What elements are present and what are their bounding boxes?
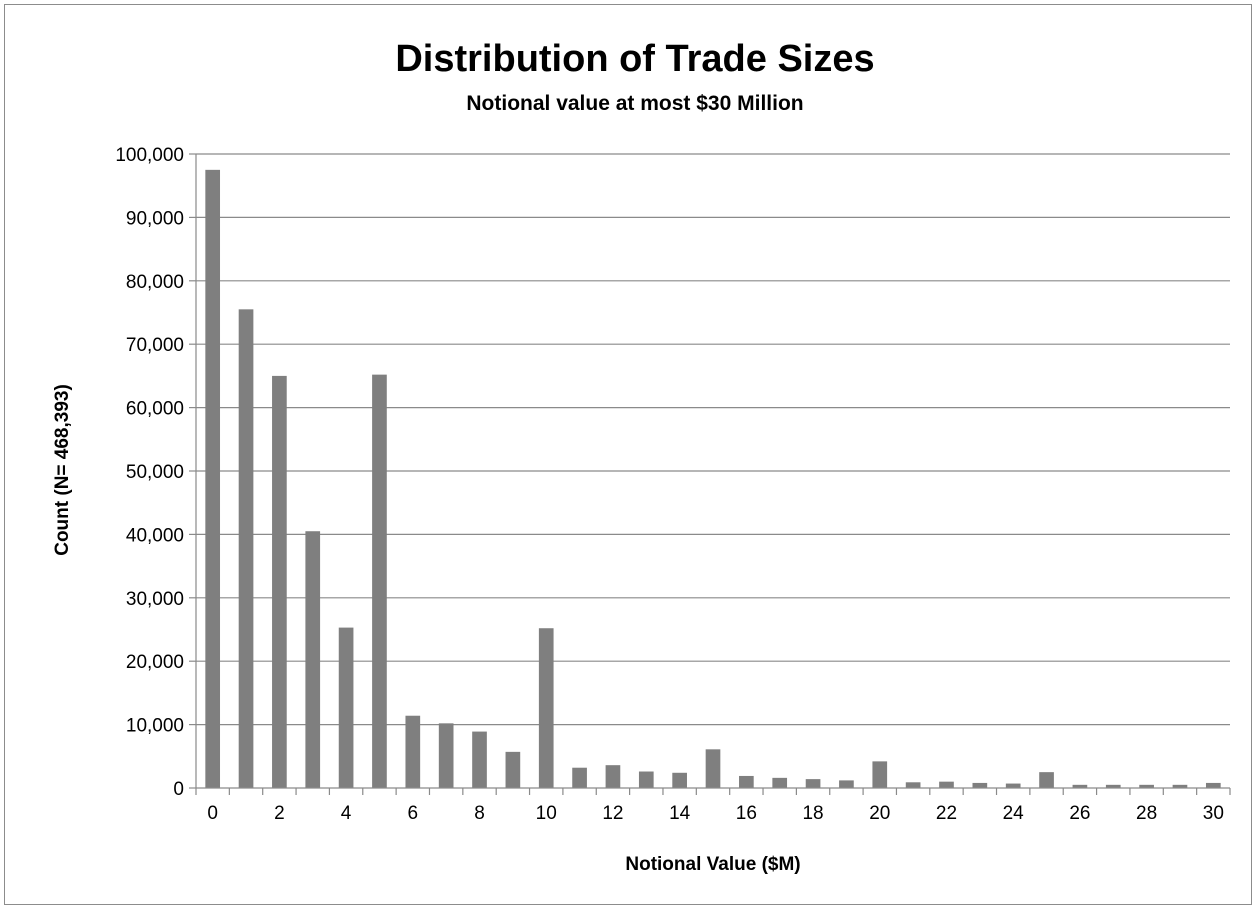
- bar: [205, 169, 221, 789]
- chart-subtitle: Notional value at most $30 Million: [466, 92, 803, 115]
- y-tick-label: 90,000: [126, 208, 184, 229]
- bar: [1205, 782, 1221, 788]
- bar: [905, 782, 921, 788]
- x-tick-label: 14: [669, 803, 691, 824]
- x-tick-label: 22: [936, 803, 957, 824]
- bar: [1072, 784, 1088, 788]
- bar: [772, 777, 788, 788]
- y-tick-label: 0: [173, 779, 184, 800]
- gridlines: [196, 153, 1230, 726]
- x-tick-label: 30: [1203, 803, 1224, 824]
- x-tick-label: 6: [408, 803, 419, 824]
- y-axis-title: Count (N= 468,393): [52, 384, 73, 556]
- bar: [1172, 784, 1188, 788]
- y-tick-label: 50,000: [126, 462, 184, 483]
- bar: [739, 775, 754, 788]
- chart-title: Distribution of Trade Sizes: [395, 38, 874, 80]
- x-tick-label: 12: [602, 803, 623, 824]
- bar: [972, 782, 988, 788]
- x-tick-label: 10: [536, 803, 557, 824]
- bar: [939, 781, 954, 788]
- y-tick-label: 40,000: [126, 525, 184, 546]
- bar: [1039, 772, 1054, 788]
- bar: [1005, 783, 1021, 788]
- x-tick-label: 4: [341, 803, 352, 824]
- axes: [189, 153, 1231, 795]
- bar: [672, 772, 687, 788]
- bar: [572, 767, 587, 788]
- x-tick-label: 8: [474, 803, 485, 824]
- bar: [839, 780, 854, 788]
- bar: [605, 765, 621, 788]
- y-tick-labels: 0 10,000 20,000 30,000 40,000 50,000 60,000 70,…: [115, 145, 184, 800]
- x-tick-label: 18: [802, 803, 823, 824]
- x-tick-label: 20: [869, 803, 890, 824]
- bar: [705, 749, 721, 788]
- x-tick-label: 0: [207, 803, 218, 824]
- y-tick-label: 10,000: [126, 716, 184, 737]
- y-tick-label: 20,000: [126, 652, 184, 673]
- bar: [372, 374, 387, 788]
- x-tick-label: 16: [736, 803, 757, 824]
- bar: [505, 751, 521, 788]
- x-tick-labels: 0 2 4 6 8 10 12 14 16 18 20 22 24 26 28 30: [207, 803, 1224, 824]
- bar: [1105, 784, 1121, 788]
- x-axis-title: Notional Value ($M): [625, 854, 800, 875]
- x-tick-label: 24: [1003, 803, 1025, 824]
- bar: [238, 309, 254, 788]
- bar: [272, 375, 287, 788]
- bar: [638, 771, 654, 788]
- bar: [1139, 784, 1154, 788]
- bars: [205, 169, 1221, 789]
- bar: [338, 627, 354, 788]
- bar: [805, 779, 821, 788]
- y-tick-label: 100,000: [115, 145, 184, 166]
- x-tick-label: 26: [1069, 803, 1090, 824]
- y-tick-label: 30,000: [126, 589, 184, 610]
- bar: [872, 761, 888, 788]
- y-tick-label: 70,000: [126, 335, 184, 356]
- bar: [305, 531, 321, 788]
- y-tick-label: 60,000: [126, 399, 184, 420]
- bar: [438, 723, 454, 788]
- x-tick-label: 2: [274, 803, 285, 824]
- bar: [538, 628, 554, 788]
- x-tick-label: 28: [1136, 803, 1157, 824]
- bar: [472, 731, 487, 788]
- y-tick-label: 80,000: [126, 272, 184, 293]
- bar: [405, 715, 421, 788]
